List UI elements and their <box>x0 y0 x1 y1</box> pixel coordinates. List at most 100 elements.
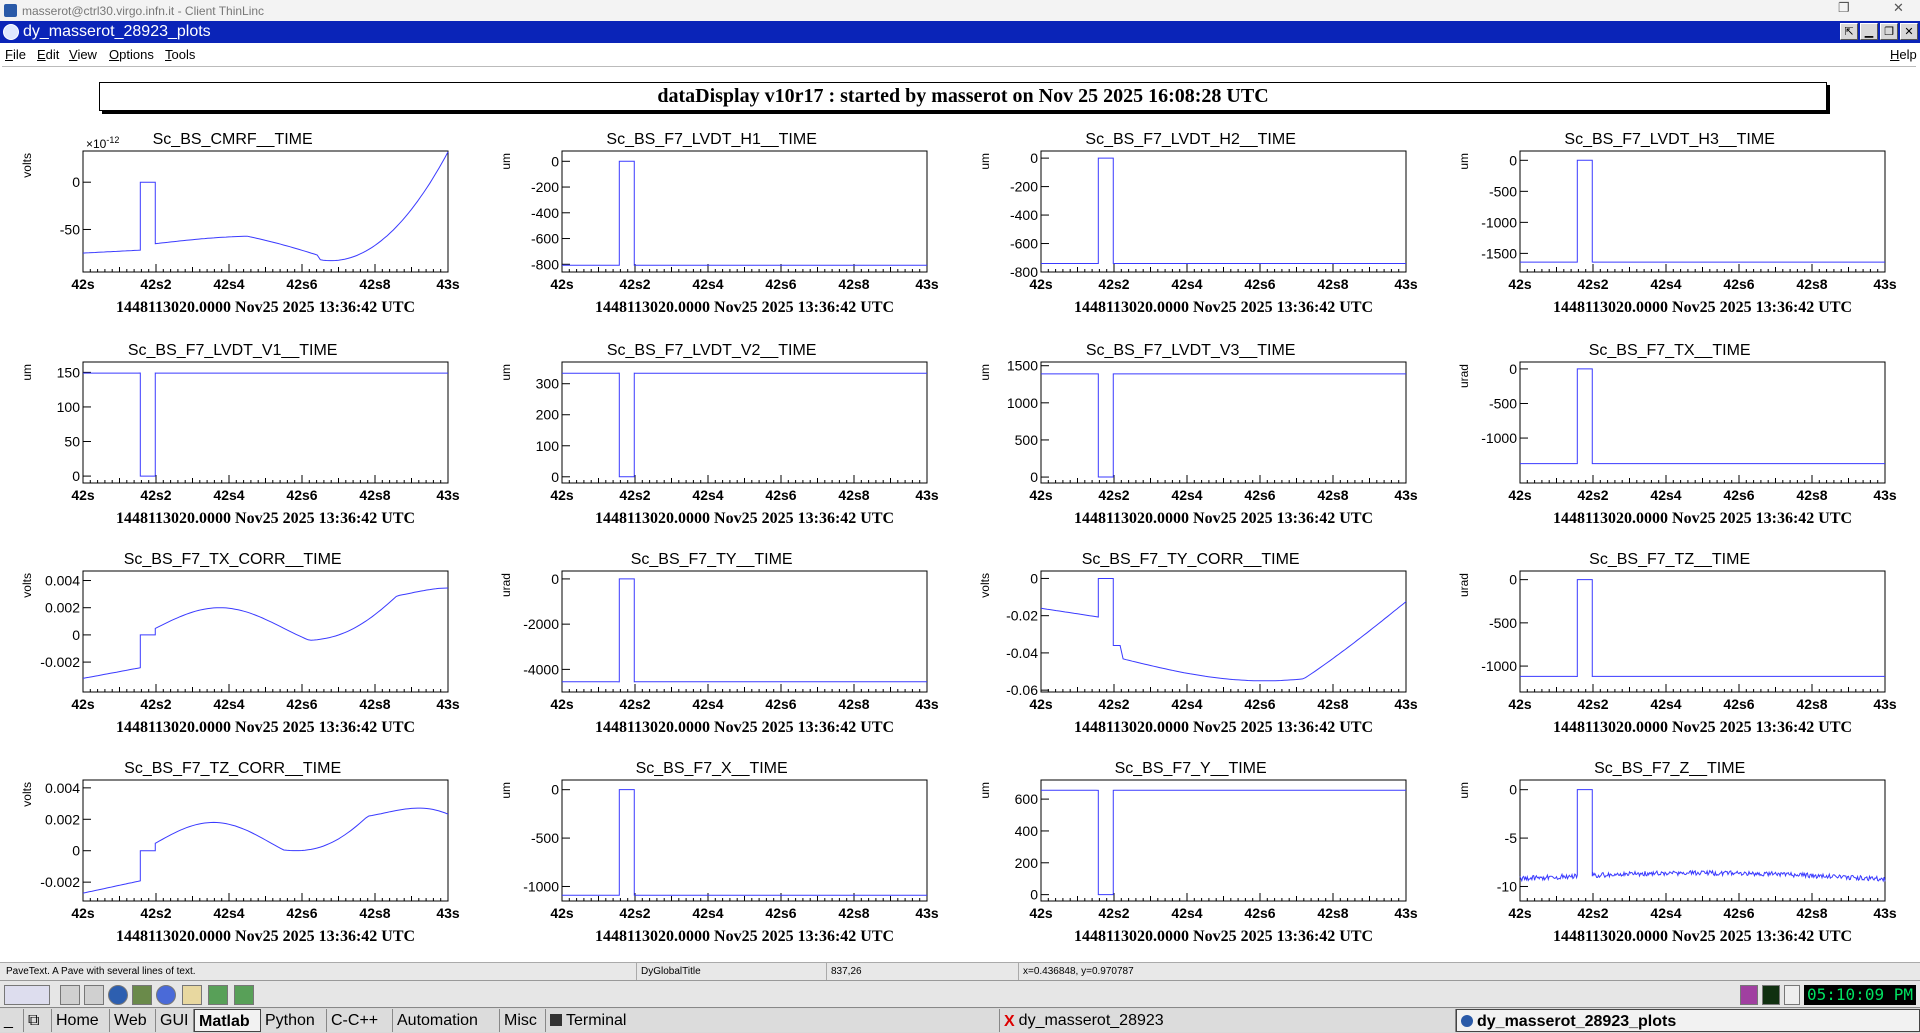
x-tick-label: 42s2 <box>140 276 171 292</box>
y-tick-label: 0.002 <box>45 600 80 616</box>
task-dy[interactable]: Xdy_masserot_28923 <box>1000 1009 1456 1032</box>
y-unit-label: urad <box>1457 573 1471 597</box>
plot-pad: Sc_BS_F7_LVDT_V3__TIMEum 15001000500042s 4… <box>978 342 1418 527</box>
y-tick-label: 500 <box>1015 432 1039 448</box>
y-tick-label: 0 <box>72 174 80 190</box>
x-tick-label: 42s2 <box>619 905 650 921</box>
menu-edit[interactable]: Edit <box>37 47 59 62</box>
task-dy-plots[interactable]: dy_masserot_28923_plots <box>1456 1009 1920 1032</box>
plot-title: Sc_BS_F7_TY_CORR__TIME <box>1082 551 1300 568</box>
cpu-monitor-icon <box>1740 985 1758 1005</box>
close-icon[interactable]: ✕ <box>1893 0 1904 16</box>
workspace-gui[interactable]: GUI <box>156 1009 194 1032</box>
x-tick-label: 42s8 <box>1317 276 1348 292</box>
y-unit-label: um <box>978 153 992 170</box>
terminal-icon <box>550 1014 562 1026</box>
data-trace <box>1041 578 1406 680</box>
x-tick-label: 42s2 <box>1577 905 1608 921</box>
x-tick-label: 42s <box>71 696 95 712</box>
plot-pad: Sc_BS_F7_LVDT_H2__TIMEum 0-200-400-600-80… <box>978 131 1418 316</box>
workspace-ccpp[interactable]: C-C++ <box>327 1009 393 1032</box>
plot-title: Sc_BS_F7_LVDT_H1__TIME <box>606 131 816 148</box>
y-tick-label: 0 <box>1030 150 1038 166</box>
data-trace <box>83 588 448 678</box>
x-tick-label: 42s8 <box>838 276 869 292</box>
browser-icon[interactable] <box>108 985 128 1005</box>
y-exponent-label: ×10-12 <box>86 135 119 151</box>
client-title: masserot@ctrl30.virgo.infn.it - Client T… <box>22 4 264 18</box>
time-axis-label: 1448113020.0000 Nov25 2025 13:36:42 UTC <box>116 719 415 736</box>
x-tick-label: 42s4 <box>692 487 723 503</box>
window-list-icon[interactable]: ⧉ <box>24 1009 52 1032</box>
chrome-icon[interactable] <box>156 985 176 1005</box>
x-tick-label: 42s6 <box>765 905 796 921</box>
spreadsheet-icon[interactable] <box>234 985 254 1005</box>
pin-icon[interactable]: ⇱ <box>1840 23 1858 40</box>
desktop-logo-icon[interactable] <box>4 985 50 1005</box>
task-terminal[interactable]: Terminal <box>546 1009 1000 1032</box>
time-axis-label: 1448113020.0000 Nov25 2025 13:36:42 UTC <box>1074 719 1373 736</box>
status-object-info: PaveText. A Pave with several lines of t… <box>2 963 636 980</box>
workspace-matlab[interactable]: Matlab <box>194 1009 261 1032</box>
x-tick-label: 42s6 <box>1723 905 1754 921</box>
settings-icon[interactable] <box>132 985 152 1005</box>
window-title: dy_masserot_28923_plots <box>23 23 211 41</box>
minimize-icon[interactable]: ▁ <box>1860 23 1878 40</box>
x-tick-label: 43s <box>1873 696 1897 712</box>
y-tick-label: 0.004 <box>45 573 80 589</box>
x-tick-label: 42s <box>550 487 574 503</box>
y-unit-label: um <box>499 782 513 799</box>
restore-icon[interactable]: ❐ <box>1838 0 1850 16</box>
menu-file[interactable]: File <box>5 47 26 62</box>
spreadsheet-icon[interactable] <box>208 985 228 1005</box>
x-tick-label: 42s2 <box>140 905 171 921</box>
workspace-misc[interactable]: Misc <box>500 1009 546 1032</box>
x-tick-label: 42s4 <box>1650 905 1681 921</box>
plots-grid[interactable]: Sc_BS_CMRF__TIMEvolts×10-120-5042s 42s2 42… <box>2 67 1916 963</box>
blank-launcher-icon[interactable] <box>60 985 80 1005</box>
editor-icon[interactable] <box>182 985 202 1005</box>
close-window-icon[interactable]: ✕ <box>1900 23 1918 40</box>
plot-canvas[interactable]: dataDisplay v10r17 : started by masserot… <box>2 66 1916 963</box>
x-tick-label: 42s <box>1029 276 1053 292</box>
x-tick-label: 42s6 <box>765 487 796 503</box>
task-terminal-label: Terminal <box>566 1012 626 1029</box>
menu-help[interactable]: Help <box>1890 47 1917 62</box>
window-icon[interactable] <box>3 24 19 40</box>
menu-tools[interactable]: Tools <box>165 47 195 62</box>
x-tick-label: 42s <box>1508 276 1532 292</box>
x-tick-label: 42s6 <box>286 487 317 503</box>
x-tick-label: 42s8 <box>359 905 390 921</box>
plot-frame <box>83 362 448 483</box>
plot-pad: Sc_BS_F7_LVDT_H1__TIMEum 0-200-400-600-80… <box>499 131 939 316</box>
x-tick-label: 42s4 <box>213 696 244 712</box>
plot-frame <box>1520 780 1885 901</box>
status-pixel-coords: 837,26 <box>826 963 1018 980</box>
data-trace <box>1520 160 1885 262</box>
maximize-icon[interactable]: ❐ <box>1880 23 1898 40</box>
thinlinc-titlebar: masserot@ctrl30.virgo.infn.it - Client T… <box>0 0 1920 21</box>
plot-title: Sc_BS_F7_TZ_CORR__TIME <box>124 760 341 777</box>
desktop-panel: 05:10:09 PM <box>0 980 1920 1008</box>
mail-icon[interactable] <box>1784 985 1800 1005</box>
data-trace <box>1520 580 1885 677</box>
workspace-python[interactable]: Python <box>261 1009 327 1032</box>
blank-launcher-icon[interactable] <box>84 985 104 1005</box>
x-tick-label: 42s <box>550 905 574 921</box>
y-tick-label: 0 <box>551 782 559 798</box>
x-tick-label: 42s8 <box>1796 487 1827 503</box>
y-tick-label: 150 <box>57 364 81 380</box>
menu-button[interactable]: _ <box>0 1009 24 1032</box>
y-tick-label: 50 <box>64 434 80 450</box>
y-tick-label: -50 <box>60 221 80 237</box>
x-tick-label: 42s6 <box>1723 276 1754 292</box>
x-tick-label: 42s4 <box>692 905 723 921</box>
menu-options[interactable]: Options <box>109 47 154 62</box>
menu-view[interactable]: View <box>69 47 97 62</box>
workspace-web[interactable]: Web <box>110 1009 156 1032</box>
x-tick-label: 43s <box>1394 905 1418 921</box>
x-tick-label: 42s <box>550 276 574 292</box>
workspace-automation[interactable]: Automation <box>393 1009 500 1032</box>
workspace-home[interactable]: Home <box>52 1009 110 1032</box>
x-tick-label: 42s8 <box>1796 905 1827 921</box>
